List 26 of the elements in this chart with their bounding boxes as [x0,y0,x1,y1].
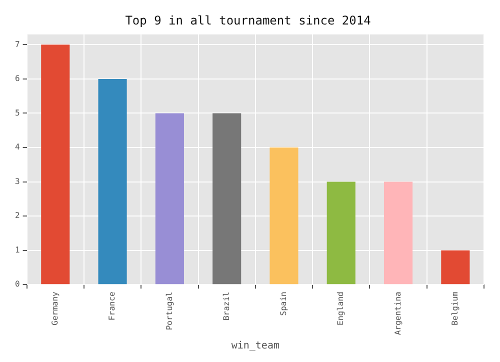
y-tick-label: 5 [14,108,20,118]
bar [98,78,127,284]
bar [384,182,413,284]
y-tick-label: 0 [14,280,20,289]
y-tick-label: 6 [14,74,20,84]
bar [270,148,298,284]
x-tick-label: Belgium [450,291,460,326]
bar [212,113,242,284]
x-tick-label: Brazil [222,291,231,321]
bar [41,44,70,284]
x-tick-label: Germany [50,291,60,326]
x-axis-title: win_team [231,340,280,352]
x-tick-label: England [336,291,346,326]
x-tick-label: France [108,291,117,321]
x-tick-label: Portugal [164,291,174,330]
x-tick-label: Spain [279,291,288,316]
bar [441,250,470,284]
x-tick-label: Argentina [393,291,402,336]
y-tick-label: 7 [14,40,20,49]
y-tick-label: 2 [14,211,20,220]
bar [326,182,356,284]
chart-title: Top 9 in all tournament since 2014 [125,13,371,28]
y-tick-label: 3 [14,176,20,186]
y-tick-label: 1 [14,245,20,254]
y-tick-label: 4 [14,142,20,152]
bar [155,113,184,284]
